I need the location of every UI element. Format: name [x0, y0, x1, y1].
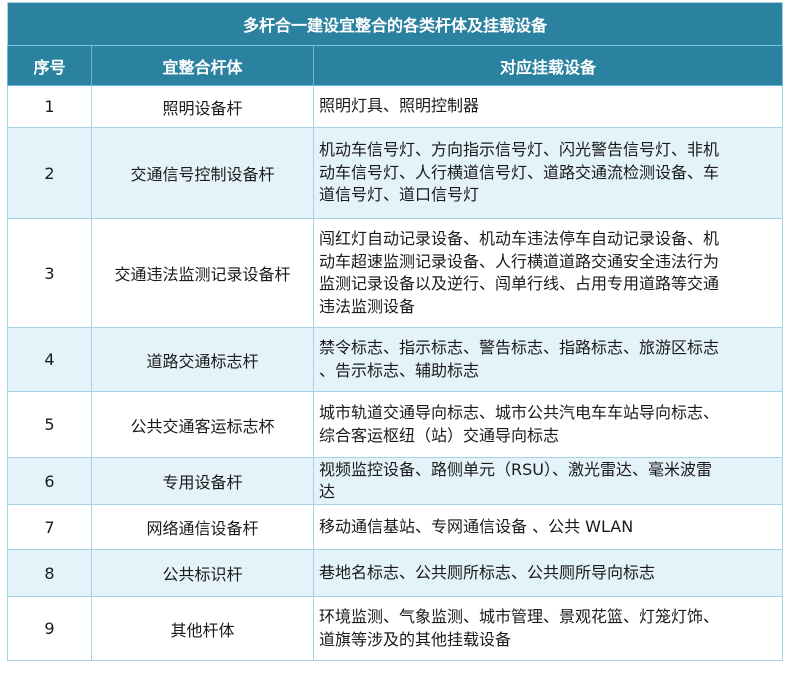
equipment-cell: 照明灯具、照明控制器 — [313, 85, 783, 128]
equipment-cell: 视频监控设备、路侧单元（RSU）、激光雷达、毫米波雷达 — [313, 457, 783, 505]
row-number: 3 — [7, 218, 92, 328]
equipment-line: 城市轨道交通导向标志、城市公共汽电车车站导向标志、 — [319, 403, 720, 422]
table-row: 6 专用设备杆 视频监控设备、路侧单元（RSU）、激光雷达、毫米波雷达 — [7, 457, 783, 505]
equipment-line: 道旗等涉及的其他挂载设备 — [319, 629, 512, 649]
row-number: 6 — [7, 457, 92, 505]
table-row: 9 其他杆体 环境监测、气象监测、城市管理、景观花篮、灯笼灯饰、 道旗等涉及的其他挂载… — [7, 596, 783, 661]
equipment-line: 视频监控设备、路侧单元（RSU）、激光雷达、毫米波雷 — [319, 459, 712, 479]
row-number: 4 — [7, 327, 92, 392]
equipment-cell: 环境监测、气象监测、城市管理、景观花篮、灯笼灯饰、 道旗等涉及的其他挂载设备 — [313, 596, 783, 661]
equipment-line: 监测记录设备以及逆行、闯单行线、占用专用道路等交通 — [319, 274, 720, 293]
row-number: 8 — [7, 549, 92, 597]
row-number: 2 — [7, 127, 92, 219]
equipment-line: 达 — [319, 482, 336, 501]
row-number: 5 — [7, 391, 92, 458]
table-row: 7 网络通信设备杆 移动通信基站、专网通信设备 、公共 WLAN — [7, 504, 783, 550]
pole-type: 专用设备杆 — [91, 457, 314, 505]
pole-type: 照明设备杆 — [91, 85, 314, 128]
equipment-cell: 移动通信基站、专网通信设备 、公共 WLAN — [313, 504, 783, 550]
equipment-cell: 巷地名标志、公共厕所标志、公共厕所导向标志 — [313, 549, 783, 597]
table-row: 8 公共标识杆 巷地名标志、公共厕所标志、公共厕所导向标志 — [7, 549, 783, 597]
equipment-line: 环境监测、气象监测、城市管理、景观花篮、灯笼灯饰、 — [319, 607, 720, 626]
pole-type: 公共标识杆 — [91, 549, 314, 597]
pole-type: 公共交通客运标志杯 — [91, 391, 314, 458]
table-title: 多杆合一建设宜整合的各类杆体及挂载设备 — [7, 2, 783, 46]
pole-equipment-table: 多杆合一建设宜整合的各类杆体及挂载设备 序号 宜整合杆体 对应挂载设备 1 照明设… — [7, 2, 783, 661]
equipment-line: 闯红灯自动记录设备、机动车违法停车自动记录设备、机 — [319, 229, 720, 248]
pole-type: 其他杆体 — [91, 596, 314, 661]
pole-type: 交通信号控制设备杆 — [91, 127, 314, 219]
equipment-line: 、告示标志、辅助标志 — [319, 360, 480, 380]
table-row: 4 道路交通标志杆 禁令标志、指示标志、警告标志、指路标志、旅游区标志 、告示标志、辅… — [7, 327, 783, 392]
equipment-cell: 城市轨道交通导向标志、城市公共汽电车车站导向标志、 综合客运枢纽（站）交通导向标志 — [313, 391, 783, 458]
equipment-line: 移动通信基站、专网通信设备 、公共 WLAN — [319, 516, 634, 536]
pole-type: 道路交通标志杆 — [91, 327, 314, 392]
equipment-line: 综合客运枢纽（站）交通导向标志 — [319, 425, 560, 445]
table-row: 5 公共交通客运标志杯 城市轨道交通导向标志、城市公共汽电车车站导向标志、 综合客运枢… — [7, 391, 783, 458]
equipment-cell: 禁令标志、指示标志、警告标志、指路标志、旅游区标志 、告示标志、辅助标志 — [313, 327, 783, 392]
pole-type: 网络通信设备杆 — [91, 504, 314, 550]
equipment-line: 巷地名标志、公共厕所标志、公共厕所导向标志 — [319, 562, 656, 582]
table-row: 1 照明设备杆 照明灯具、照明控制器 — [7, 85, 783, 128]
equipment-line: 禁令标志、指示标志、警告标志、指路标志、旅游区标志 — [319, 338, 720, 357]
equipment-line: 动车超速监测记录设备、人行横道道路交通安全违法行为 — [319, 251, 720, 271]
equipment-line: 违法监测设备 — [319, 296, 416, 316]
table-row: 2 交通信号控制设备杆 机动车信号灯、方向指示信号灯、闪光警告信号灯、非机 动车信号灯… — [7, 127, 783, 219]
equipment-cell: 闯红灯自动记录设备、机动车违法停车自动记录设备、机 动车超速监测记录设备、人行横道… — [313, 218, 783, 328]
equipment-line: 道信号灯、道口信号灯 — [319, 185, 480, 205]
header-no: 序号 — [7, 45, 92, 86]
pole-type: 交通违法监测记录设备杆 — [91, 218, 314, 328]
row-number: 1 — [7, 85, 92, 128]
row-number: 7 — [7, 504, 92, 550]
equipment-line: 机动车信号灯、方向指示信号灯、闪光警告信号灯、非机 — [319, 140, 720, 160]
header-pole: 宜整合杆体 — [91, 45, 314, 86]
equipment-line: 照明灯具、照明控制器 — [319, 96, 480, 116]
equipment-line: 动车信号灯、人行横道信号灯、道路交通流检测设备、车 — [319, 162, 720, 182]
row-number: 9 — [7, 596, 92, 661]
header-equipment: 对应挂载设备 — [313, 45, 783, 86]
table-row: 3 交通违法监测记录设备杆 闯红灯自动记录设备、机动车违法停车自动记录设备、机 动车超… — [7, 218, 783, 328]
equipment-cell: 机动车信号灯、方向指示信号灯、闪光警告信号灯、非机 动车信号灯、人行横道信号灯、道… — [313, 127, 783, 219]
